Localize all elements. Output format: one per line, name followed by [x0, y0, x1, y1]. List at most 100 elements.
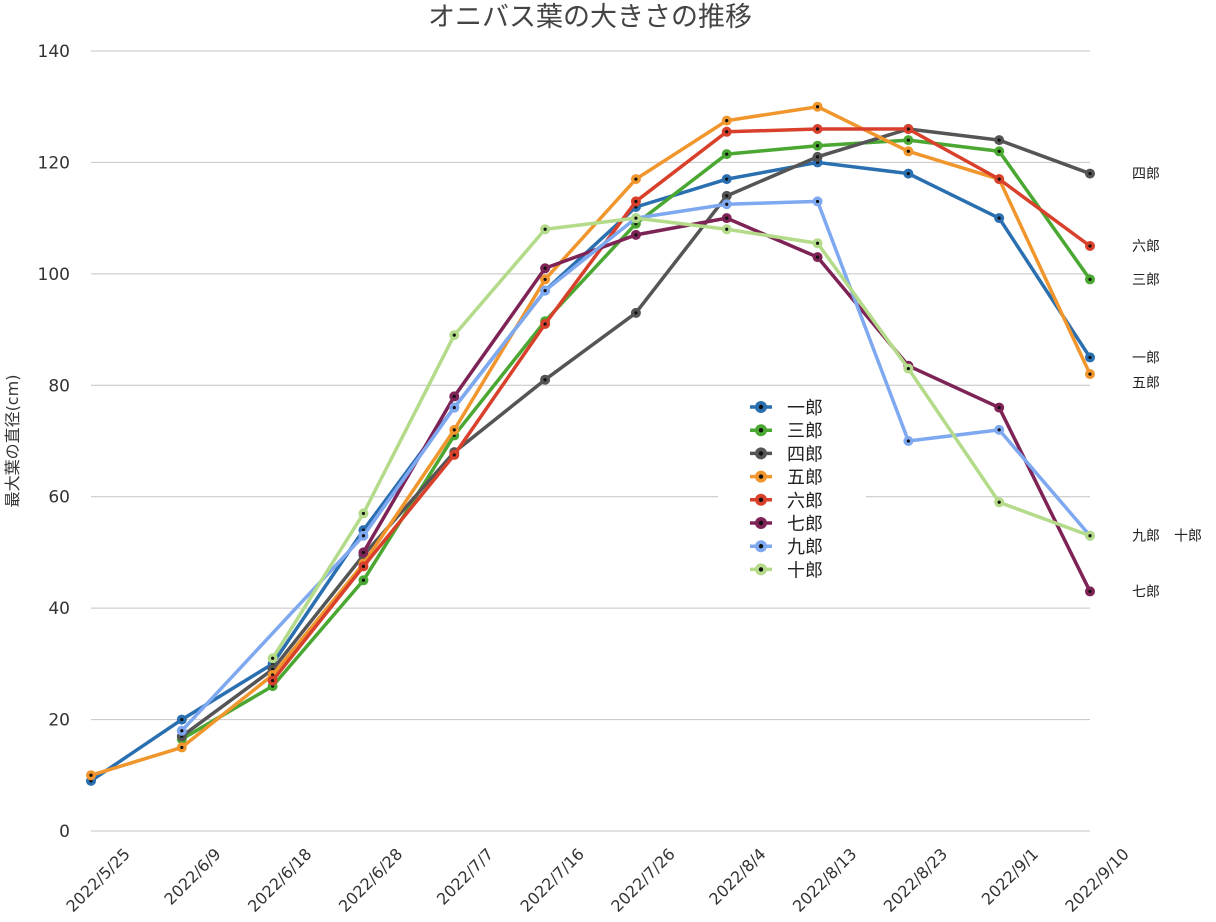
data-point-center — [1088, 372, 1092, 376]
legend-swatch-center — [758, 404, 764, 410]
x-axis-ticks: 2022/5/25 2022/6/9 2022/6/18 2022/6/28 2022/… — [62, 844, 1132, 915]
end-label: 七郎 — [1132, 584, 1160, 600]
x-tick-label: 2022/6/28 — [335, 844, 406, 915]
x-tick-label: 2022/8/13 — [789, 844, 860, 915]
data-point-center — [452, 333, 456, 337]
data-point-center — [906, 366, 910, 371]
series-4 — [86, 101, 1095, 781]
legend-label: 四郎 — [787, 444, 823, 465]
legend-swatch-center — [758, 544, 764, 549]
series-8 — [267, 213, 1095, 664]
series-line — [90, 160, 1092, 783]
end-label: 五郎 — [1132, 376, 1160, 392]
data-point-center — [543, 288, 547, 293]
data-point-center — [1088, 171, 1092, 176]
series-line — [271, 216, 1091, 660]
data-point-center — [361, 550, 366, 555]
legend-label: 十郎 — [787, 560, 823, 581]
data-point-center — [725, 216, 729, 220]
x-tick-label: 2022/8/23 — [880, 844, 951, 915]
data-point-center — [815, 241, 820, 245]
data-point-center — [543, 378, 547, 382]
data-point-center — [815, 127, 820, 131]
y-axis-ticks: 0 20 40 60 80 100 120 140 — [38, 42, 70, 842]
end-label: 一郎 — [1132, 350, 1160, 366]
data-point-center — [997, 138, 1001, 142]
data-point-center — [725, 152, 729, 156]
data-point-center — [906, 439, 910, 443]
data-point-center — [543, 322, 547, 326]
data-point-center — [906, 127, 910, 131]
data-point-center — [634, 177, 638, 181]
data-point-center — [361, 578, 366, 582]
data-point-center — [271, 678, 275, 683]
data-point-center — [725, 177, 729, 181]
data-point-center — [634, 233, 638, 237]
legend-label: 七郎 — [787, 514, 823, 535]
data-point-center — [815, 255, 820, 259]
data-point-center — [634, 216, 638, 220]
data-point-center — [815, 199, 820, 204]
x-tick-label: 2022/7/26 — [607, 844, 678, 915]
data-point-center — [997, 149, 1001, 153]
data-point-center — [997, 177, 1001, 181]
legend-label: 一郎 — [787, 398, 823, 419]
series-line — [271, 127, 1092, 682]
y-tick-label: 120 — [38, 153, 70, 173]
y-tick-label: 80 — [48, 376, 70, 396]
data-point-center — [997, 405, 1001, 410]
data-point-center — [725, 194, 729, 198]
data-point-center — [1088, 277, 1092, 282]
y-tick-label: 20 — [48, 711, 70, 731]
data-point-center — [361, 511, 366, 516]
data-point-center — [725, 119, 729, 123]
data-point-center — [634, 199, 638, 204]
x-tick-label: 2022/5/25 — [62, 844, 133, 915]
legend-swatch-center — [758, 474, 764, 479]
data-point-center — [180, 729, 184, 733]
end-label: 六郎 — [1132, 239, 1160, 255]
data-point-center — [725, 130, 729, 134]
y-tick-label: 0 — [59, 822, 70, 842]
legend-label: 五郎 — [787, 468, 823, 489]
y-tick-label: 100 — [38, 265, 70, 285]
x-tick-label: 2022/6/18 — [244, 844, 315, 915]
data-point-center — [997, 500, 1001, 504]
data-point-center — [906, 171, 910, 176]
data-point-center — [997, 428, 1001, 432]
x-tick-label: 2022/7/7 — [433, 844, 497, 908]
y-tick-label: 140 — [38, 42, 70, 62]
data-point-center — [452, 428, 456, 432]
series-line — [90, 104, 1092, 777]
data-point-center — [361, 534, 366, 538]
legend-label: 六郎 — [787, 491, 823, 512]
data-point-center — [725, 202, 729, 206]
legend-swatch-center — [758, 428, 764, 433]
data-point-center — [543, 266, 547, 270]
legend-swatch-center — [758, 451, 764, 456]
data-point-center — [815, 144, 820, 148]
series-layer — [86, 101, 1095, 786]
data-point-center — [89, 773, 93, 777]
y-tick-label: 40 — [48, 599, 70, 619]
x-tick-label: 2022/9/10 — [1061, 844, 1132, 915]
x-tick-label: 2022/7/16 — [516, 844, 587, 915]
data-point-center — [543, 277, 547, 282]
legend-swatch-center — [758, 520, 764, 526]
data-point-center — [634, 311, 638, 315]
data-point-center — [997, 216, 1001, 220]
x-tick-label: 2022/8/4 — [705, 844, 769, 908]
end-label: 四郎 — [1132, 167, 1160, 183]
end-label: 九郎 十郎 — [1132, 529, 1202, 545]
data-point-center — [906, 138, 910, 142]
series-6 — [358, 213, 1095, 597]
data-point-center — [1088, 589, 1092, 594]
series-7 — [176, 196, 1095, 736]
series-5 — [267, 124, 1095, 686]
data-point-center — [725, 227, 729, 231]
data-point-center — [1088, 534, 1092, 538]
data-point-center — [361, 564, 366, 568]
